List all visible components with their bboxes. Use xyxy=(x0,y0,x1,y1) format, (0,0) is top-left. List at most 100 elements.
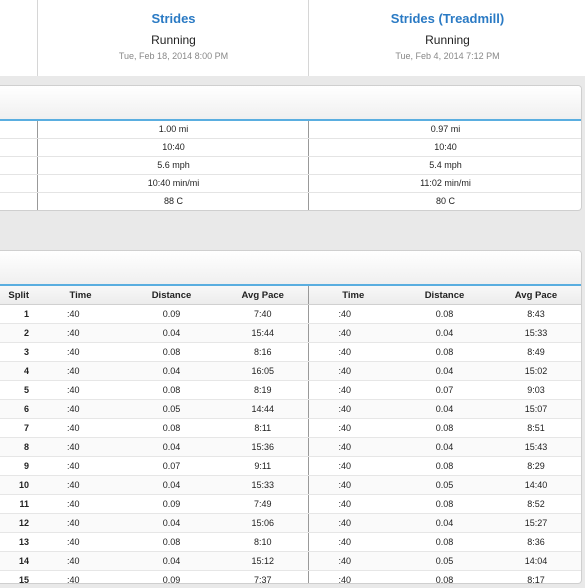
comparison-header: Strides Running Tue, Feb 18, 2014 8:00 P… xyxy=(0,0,585,76)
split-cell: :40 xyxy=(37,380,125,400)
split-cell: 15:36 xyxy=(218,437,308,457)
col-header-distance[interactable]: Distance xyxy=(125,286,218,305)
split-cell: :40 xyxy=(37,475,125,495)
split-number: 11 xyxy=(0,494,37,514)
col-header-time[interactable]: Time xyxy=(307,286,398,305)
split-cell: :40 xyxy=(307,437,398,457)
table-row: 8:40 0.04 15:36:40 0.04 15:43 xyxy=(0,437,581,457)
table-row: 13:40 0.08 8:10:40 0.08 8:36 xyxy=(0,532,581,552)
summary-panel-header xyxy=(0,86,581,121)
split-cell: 8:11 xyxy=(218,418,308,438)
split-number: 2 xyxy=(0,323,37,343)
split-cell: 15:44 xyxy=(218,323,308,343)
split-cell: 14:44 xyxy=(218,399,308,419)
col-header-split[interactable]: Split xyxy=(0,286,37,305)
split-number: 4 xyxy=(0,361,37,381)
split-cell: :40 xyxy=(307,532,398,552)
split-cell: 8:51 xyxy=(491,418,581,438)
activity-column-1: Strides Running Tue, Feb 18, 2014 8:00 P… xyxy=(37,0,309,76)
split-cell: 0.08 xyxy=(125,380,218,400)
splits-panel: Split Time Distance Avg Pace Time Distan… xyxy=(0,250,582,584)
activity-type: Running xyxy=(151,33,196,47)
split-cell: 7:49 xyxy=(218,494,308,514)
split-cell: 0.04 xyxy=(398,361,491,381)
summary-row: 10:40 min/mi 11:02 min/mi xyxy=(0,175,581,193)
summary-value: 10:40 min/mi xyxy=(37,175,309,192)
split-cell: 8:36 xyxy=(491,532,581,552)
summary-value: 11:02 min/mi xyxy=(308,175,581,192)
split-cell: 7:40 xyxy=(218,304,308,324)
split-number: 6 xyxy=(0,399,37,419)
split-cell: 0.09 xyxy=(125,570,218,583)
table-row: 2:40 0.04 15:44:40 0.04 15:33 xyxy=(0,323,581,343)
split-cell: :40 xyxy=(37,418,125,438)
splits-table: Split Time Distance Avg Pace Time Distan… xyxy=(0,286,581,583)
summary-rows: 1.00 mi 0.97 mi 10:40 10:40 5.6 mph 5.4 mph 10… xyxy=(0,121,581,210)
split-cell: 0.09 xyxy=(125,304,218,324)
split-number: 15 xyxy=(0,570,37,583)
col-header-distance[interactable]: Distance xyxy=(398,286,491,305)
split-cell: :40 xyxy=(307,456,398,476)
summary-panel: 1.00 mi 0.97 mi 10:40 10:40 5.6 mph 5.4 mph 10… xyxy=(0,85,582,211)
splits-panel-header xyxy=(0,251,581,286)
split-cell: 8:19 xyxy=(218,380,308,400)
split-cell: :40 xyxy=(307,570,398,583)
split-cell: :40 xyxy=(37,494,125,514)
split-cell: 15:06 xyxy=(218,513,308,533)
split-cell: :40 xyxy=(37,361,125,381)
split-cell: 0.04 xyxy=(125,361,218,381)
split-cell: 0.08 xyxy=(125,418,218,438)
split-cell: 15:12 xyxy=(218,551,308,571)
summary-value: 80 C xyxy=(308,193,581,210)
summary-value: 10:40 xyxy=(37,139,309,156)
summary-row: 10:40 10:40 xyxy=(0,139,581,157)
split-cell: 15:43 xyxy=(491,437,581,457)
activity-name-link[interactable]: Strides xyxy=(151,11,196,26)
split-cell: :40 xyxy=(307,513,398,533)
split-cell: 0.04 xyxy=(398,399,491,419)
split-cell: 8:29 xyxy=(491,456,581,476)
split-cell: 0.04 xyxy=(125,475,218,495)
split-cell: 0.04 xyxy=(398,437,491,457)
split-number: 9 xyxy=(0,456,37,476)
summary-value: 0.97 mi xyxy=(308,121,581,138)
activity-name-link[interactable]: Strides (Treadmill) xyxy=(390,11,505,26)
split-number: 3 xyxy=(0,342,37,362)
activity-date: Tue, Feb 4, 2014 7:12 PM xyxy=(395,51,500,61)
split-cell: 15:27 xyxy=(491,513,581,533)
split-number: 12 xyxy=(0,513,37,533)
split-cell: 15:02 xyxy=(491,361,581,381)
split-cell: 0.08 xyxy=(398,494,491,514)
split-cell: :40 xyxy=(37,437,125,457)
split-number: 13 xyxy=(0,532,37,552)
split-number: 10 xyxy=(0,475,37,495)
split-cell: :40 xyxy=(37,323,125,343)
activity-column-2: Strides (Treadmill) Running Tue, Feb 4, … xyxy=(308,0,585,76)
splits-body: 1:40 0.09 7:40:40 0.08 8:43 2:40 0.04 15:44:40 0… xyxy=(0,304,581,583)
summary-row: 1.00 mi 0.97 mi xyxy=(0,121,581,139)
activity-type: Running xyxy=(425,33,470,47)
split-cell: 8:49 xyxy=(491,342,581,362)
summary-value: 10:40 xyxy=(308,139,581,156)
splits-header-row: Split Time Distance Avg Pace Time Distan… xyxy=(0,286,581,305)
split-cell: :40 xyxy=(307,418,398,438)
table-row: 12:40 0.04 15:06:40 0.04 15:27 xyxy=(0,513,581,533)
split-number: 14 xyxy=(0,551,37,571)
split-cell: :40 xyxy=(307,304,398,324)
split-cell: 0.05 xyxy=(125,399,218,419)
col-header-avg-pace[interactable]: Avg Pace xyxy=(491,286,581,305)
col-header-avg-pace[interactable]: Avg Pace xyxy=(218,286,308,305)
table-row: 10:40 0.04 15:33:40 0.05 14:40 xyxy=(0,475,581,495)
split-cell: 0.07 xyxy=(125,456,218,476)
split-cell: :40 xyxy=(37,532,125,552)
split-number: 7 xyxy=(0,418,37,438)
split-cell: :40 xyxy=(37,513,125,533)
summary-row: 5.6 mph 5.4 mph xyxy=(0,157,581,175)
split-cell: 0.04 xyxy=(125,513,218,533)
table-row: 9:40 0.07 9:11:40 0.08 8:29 xyxy=(0,456,581,476)
split-cell: 0.04 xyxy=(125,551,218,571)
activity-date: Tue, Feb 18, 2014 8:00 PM xyxy=(118,51,229,61)
split-cell: :40 xyxy=(37,342,125,362)
table-row: 11:40 0.09 7:49:40 0.08 8:52 xyxy=(0,494,581,514)
col-header-time[interactable]: Time xyxy=(37,286,125,305)
